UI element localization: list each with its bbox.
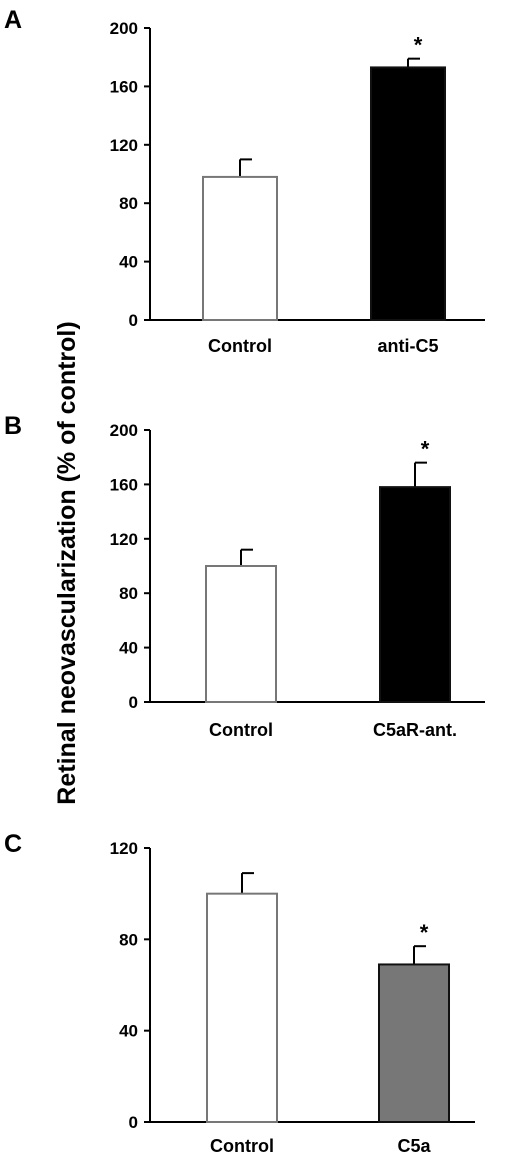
panel-a-category-label-anti-c5: anti-C5 [377, 336, 438, 356]
panel-b-category-label-c5ar-ant: C5aR-ant. [373, 720, 457, 740]
panel-c-chart: C 0 40 80 120 Control C5a * [4, 830, 475, 1156]
panel-c-category-label-c5a: C5a [397, 1136, 431, 1156]
panel-c-y-tick-label: 120 [110, 839, 138, 858]
panel-a-category-label-control: Control [208, 336, 272, 356]
panel-a-significance-anti-c5: * [414, 33, 423, 58]
panel-a-bar-control [202, 175, 278, 321]
panel-b-y-tick-label: 40 [119, 639, 138, 658]
panel-c-y-tick-label: 80 [119, 930, 138, 949]
panel-c-significance-c5a: * [420, 920, 429, 945]
panel-b-bar-control [205, 565, 277, 703]
panel-b-y-tick-label: 0 [129, 693, 138, 712]
panel-c-letter: C [4, 830, 22, 858]
panel-b-y-tick-label: 120 [110, 530, 138, 549]
panel-a-y-tick-label: 160 [110, 77, 138, 96]
panel-a-letter: A [4, 6, 22, 34]
panel-b-bar-c5ar-ant [379, 486, 451, 703]
panel-b-chart: B 0 40 80 120 160 200 Control C5aR-ant. * [4, 412, 485, 740]
panel-a-y-tick-label: 0 [129, 311, 138, 330]
panel-c-y-tick-label: 40 [119, 1022, 138, 1041]
panel-b-y-tick-label: 200 [110, 421, 138, 440]
panel-a-chart: A 0 40 80 120 160 200 Control anti-C5 * [4, 6, 485, 356]
panel-a-y-tick-label: 200 [110, 19, 138, 38]
panel-a-bar-anti-c5 [370, 66, 446, 321]
panel-b-letter: B [4, 412, 22, 440]
y-axis-label: Retinal neovascularization (% of control… [53, 321, 81, 804]
panel-b-y-tick-label: 160 [110, 475, 138, 494]
panel-a-y-tick-label: 120 [110, 136, 138, 155]
panel-c-bar-control [206, 892, 278, 1124]
panel-b-y-tick-label: 80 [119, 584, 138, 603]
panel-a-y-tick-label: 40 [119, 253, 138, 272]
panel-b-significance-c5ar-ant: * [421, 437, 430, 462]
panel-a-y-tick-label: 80 [119, 194, 138, 213]
panel-c-category-label-control: Control [210, 1136, 274, 1156]
panel-c-bar-c5a [378, 963, 450, 1124]
panel-c-y-tick-label: 0 [129, 1113, 138, 1132]
panel-b-category-label-control: Control [209, 720, 273, 740]
